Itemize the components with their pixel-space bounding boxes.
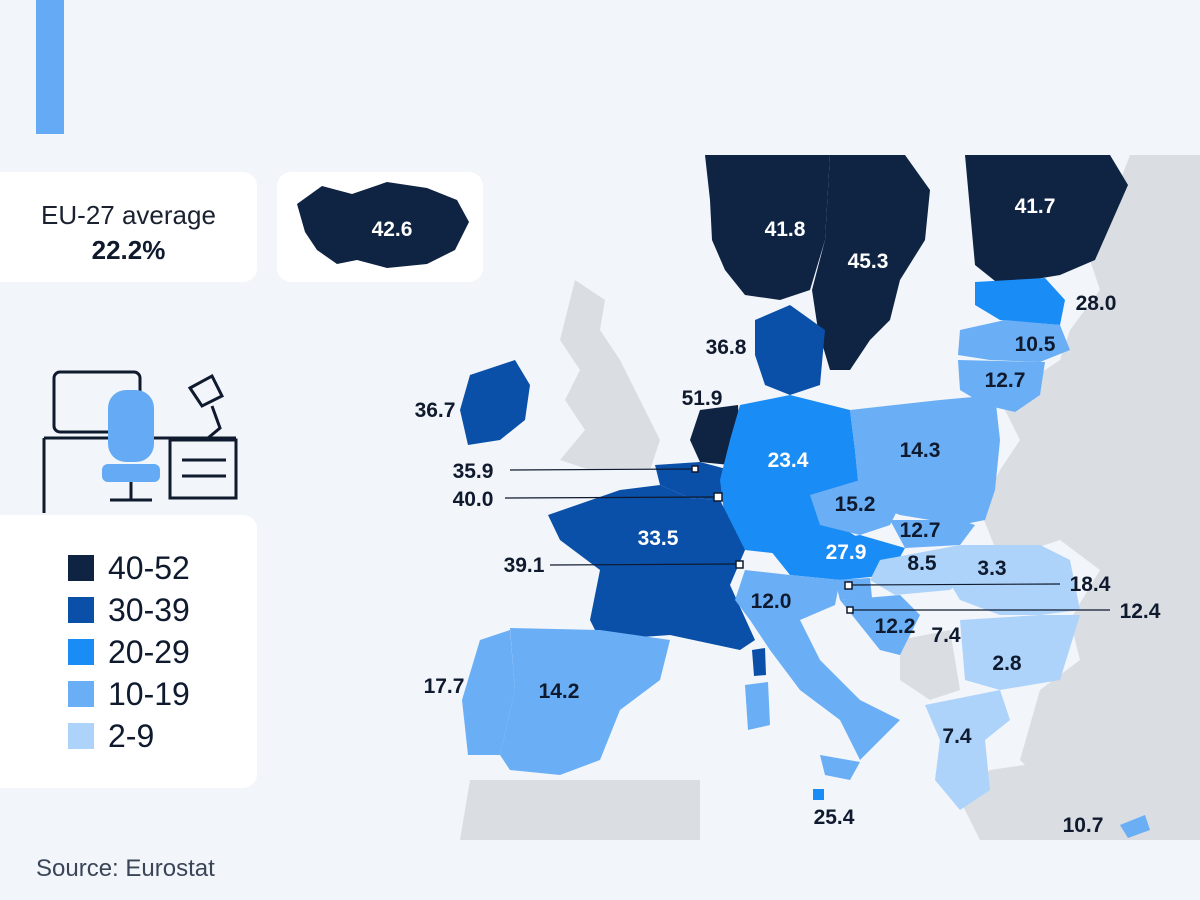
value-belgium: 35.9: [453, 460, 494, 483]
value-netherlands: 51.9: [682, 387, 723, 410]
value-switzerland: 39.1: [504, 554, 545, 577]
country-ireland: [460, 360, 530, 445]
leader-slovenia: [851, 583, 1061, 586]
country-iceland: [297, 182, 469, 268]
legend-label: 30-39: [108, 591, 190, 628]
value-czechia: 15.2: [835, 493, 876, 516]
legend: 40-52 30-39 20-29 10-19 2-9: [0, 515, 257, 788]
legend-item: 20-29: [68, 633, 190, 670]
value-poland: 14.3: [900, 439, 941, 462]
non-eu-land-east: [980, 155, 1200, 840]
legend-item: 30-39: [68, 591, 190, 628]
country-malta: [813, 789, 824, 800]
value-malta: 25.4: [814, 806, 855, 829]
country-slovenia-marker: [844, 581, 853, 590]
legend-label: 2-9: [108, 717, 155, 754]
country-latvia: [958, 320, 1070, 362]
country-cyprus: [1120, 815, 1150, 838]
value-greece: 7.4: [942, 725, 972, 748]
non-eu-land-africa: [460, 780, 700, 840]
non-eu-land-britain: [560, 280, 660, 470]
legend-item: 2-9: [68, 717, 155, 754]
leader-luxembourg: [504, 496, 715, 499]
legend-swatch: [68, 555, 94, 581]
country-austria: [770, 535, 905, 580]
legend-label: 40-52: [108, 549, 190, 586]
legend-label: 20-29: [108, 633, 190, 670]
legend-swatch: [68, 597, 94, 623]
source-note: Source: Eurostat: [36, 855, 215, 882]
value-germany: 23.4: [768, 449, 809, 472]
eu-average-value: 22.2%: [91, 235, 166, 265]
value-slovenia: 18.4: [1070, 573, 1111, 596]
value-luxembourg: 40.0: [453, 488, 494, 511]
country-hungary: [870, 545, 975, 595]
value-iceland: 42.6: [372, 218, 413, 241]
country-italy: [735, 570, 900, 760]
value-austria: 27.9: [826, 541, 867, 564]
country-greece: [925, 690, 1010, 810]
value-estonia: 28.0: [1076, 292, 1117, 315]
eu-average-label: EU-27 average: [41, 200, 216, 230]
eu-average-card: EU-27 average 22.2%: [0, 172, 257, 282]
value-slovakia: 12.7: [900, 519, 941, 542]
non-eu-land-balkans: [900, 630, 960, 700]
value-ireland: 36.7: [415, 399, 456, 422]
value-croatia: 12.4: [1120, 600, 1161, 623]
country-germany: [720, 395, 870, 560]
country-portugal: [462, 630, 515, 755]
value-cyprus: 10.7: [1063, 814, 1104, 837]
country-denmark: [755, 305, 825, 395]
value-france: 33.5: [638, 527, 679, 550]
value-finland: 41.7: [1015, 195, 1056, 218]
country-sardinia: [745, 682, 770, 730]
value-portugal: 17.7: [424, 675, 465, 698]
country-slovakia: [890, 520, 975, 548]
value-serbia: 7.4: [931, 624, 961, 647]
country-romania: [945, 545, 1080, 615]
country-spain: [500, 628, 670, 775]
legend-swatch: [68, 681, 94, 707]
home-office-icon: [42, 370, 238, 513]
iceland-inset: 42.6: [277, 172, 483, 282]
country-switzerland-marker: [735, 560, 744, 569]
legend-item: 10-19: [68, 675, 190, 712]
value-sweden: 45.3: [848, 250, 889, 273]
leader-switzerland: [549, 563, 737, 566]
value-bosnia: 12.2: [875, 615, 916, 638]
country-sicily: [820, 755, 860, 780]
country-belgium-marker: [691, 465, 699, 473]
value-hungary: 8.5: [907, 552, 937, 575]
leader-belgium: [509, 468, 693, 471]
country-slovenia: [835, 578, 872, 600]
legend-swatch: [68, 639, 94, 665]
value-romania: 3.3: [977, 557, 1006, 580]
country-estonia: [975, 278, 1065, 325]
country-finland: [965, 155, 1128, 285]
country-croatia-marker: [846, 606, 854, 614]
country-sweden: [812, 155, 930, 370]
country-france: [548, 485, 755, 650]
country-corsica: [752, 648, 766, 676]
value-bulgaria: 2.8: [992, 652, 1022, 675]
country-czechia: [810, 480, 900, 535]
country-norway: [705, 155, 830, 300]
legend-label: 10-19: [108, 675, 190, 712]
legend-swatch: [68, 723, 94, 749]
value-spain: 14.2: [539, 680, 580, 703]
value-denmark: 36.8: [706, 336, 747, 359]
value-lithuania: 12.7: [985, 369, 1026, 392]
non-eu-land-turkey: [960, 740, 1200, 840]
accent-bar: [36, 0, 64, 134]
value-norway: 41.8: [765, 218, 806, 241]
country-poland: [850, 395, 1000, 525]
country-bulgaria: [960, 615, 1080, 690]
value-latvia: 10.5: [1015, 333, 1056, 356]
iceland-map: 42.6: [297, 182, 469, 268]
legend-item: 40-52: [68, 549, 190, 586]
value-italy: 12.0: [751, 590, 792, 613]
country-luxembourg: [713, 492, 723, 502]
country-belgium: [655, 462, 730, 500]
